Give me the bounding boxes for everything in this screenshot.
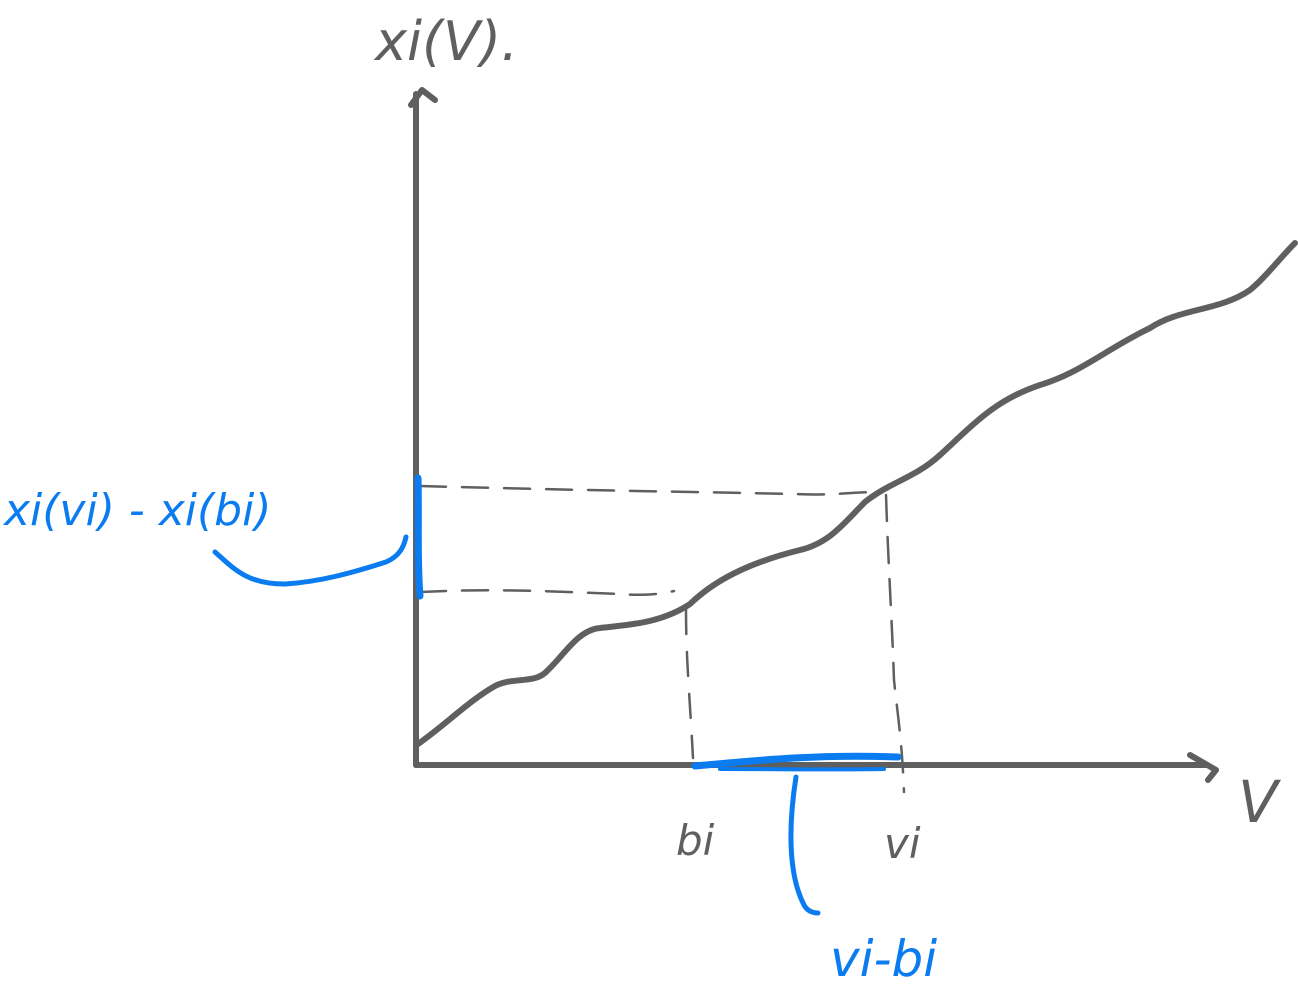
dashed-line-vi-vertical (884, 493, 906, 794)
dashed-line-bi-horizontal (418, 589, 676, 597)
x-axis-arrowhead (1187, 752, 1219, 783)
allocation-curve (415, 240, 1298, 747)
dashed-line-bi-vertical (684, 608, 695, 760)
tick-label-vi: vi (884, 819, 921, 868)
x-interval-highlight (691, 752, 902, 770)
dashed-line-vi-horizontal (418, 484, 882, 496)
y-interval-label: xi(vi) - xi(bi) (2, 485, 271, 536)
y-axis-label: xi(V). (373, 10, 518, 73)
x-interval-connector (788, 774, 821, 916)
y-interval-highlight (414, 474, 424, 600)
x-axis-label: V (1238, 768, 1282, 836)
y-interval-connector (212, 534, 409, 587)
y-axis-arrowhead (408, 87, 438, 108)
x-interval-label: vi-bi (830, 930, 937, 988)
tick-label-bi: bi (676, 816, 715, 865)
